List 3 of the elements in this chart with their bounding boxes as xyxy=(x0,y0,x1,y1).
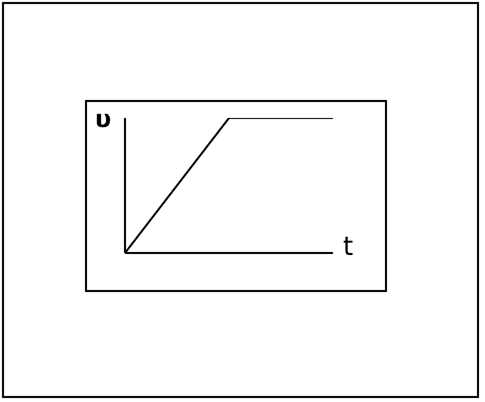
x-axis-title: t xyxy=(343,232,354,262)
y-axis-title: υ xyxy=(95,105,112,133)
frame: t υ xyxy=(85,100,387,292)
